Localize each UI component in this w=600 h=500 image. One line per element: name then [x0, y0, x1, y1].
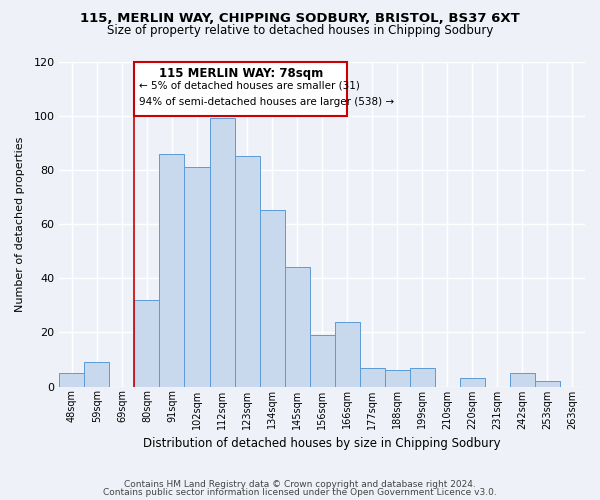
- Bar: [134, 300, 160, 386]
- Bar: [335, 322, 360, 386]
- Bar: [184, 167, 209, 386]
- Text: Contains public sector information licensed under the Open Government Licence v3: Contains public sector information licen…: [103, 488, 497, 497]
- Text: Contains HM Land Registry data © Crown copyright and database right 2024.: Contains HM Land Registry data © Crown c…: [124, 480, 476, 489]
- FancyBboxPatch shape: [134, 62, 347, 116]
- Bar: [284, 268, 310, 386]
- Bar: [209, 118, 235, 386]
- Text: 94% of semi-detached houses are larger (538) →: 94% of semi-detached houses are larger (…: [139, 96, 395, 106]
- Text: 115, MERLIN WAY, CHIPPING SODBURY, BRISTOL, BS37 6XT: 115, MERLIN WAY, CHIPPING SODBURY, BRIST…: [80, 12, 520, 26]
- Bar: [310, 335, 335, 386]
- Y-axis label: Number of detached properties: Number of detached properties: [15, 136, 25, 312]
- Text: Size of property relative to detached houses in Chipping Sodbury: Size of property relative to detached ho…: [107, 24, 493, 37]
- Bar: [535, 381, 560, 386]
- Text: 115 MERLIN WAY: 78sqm: 115 MERLIN WAY: 78sqm: [158, 67, 323, 80]
- Bar: [85, 362, 109, 386]
- Bar: [460, 378, 485, 386]
- Text: ← 5% of detached houses are smaller (31): ← 5% of detached houses are smaller (31): [139, 80, 360, 90]
- Bar: [385, 370, 410, 386]
- Bar: [510, 373, 535, 386]
- Bar: [360, 368, 385, 386]
- X-axis label: Distribution of detached houses by size in Chipping Sodbury: Distribution of detached houses by size …: [143, 437, 501, 450]
- Bar: [410, 368, 435, 386]
- Bar: [160, 154, 184, 386]
- Bar: [59, 373, 85, 386]
- Bar: [260, 210, 284, 386]
- Bar: [235, 156, 260, 386]
